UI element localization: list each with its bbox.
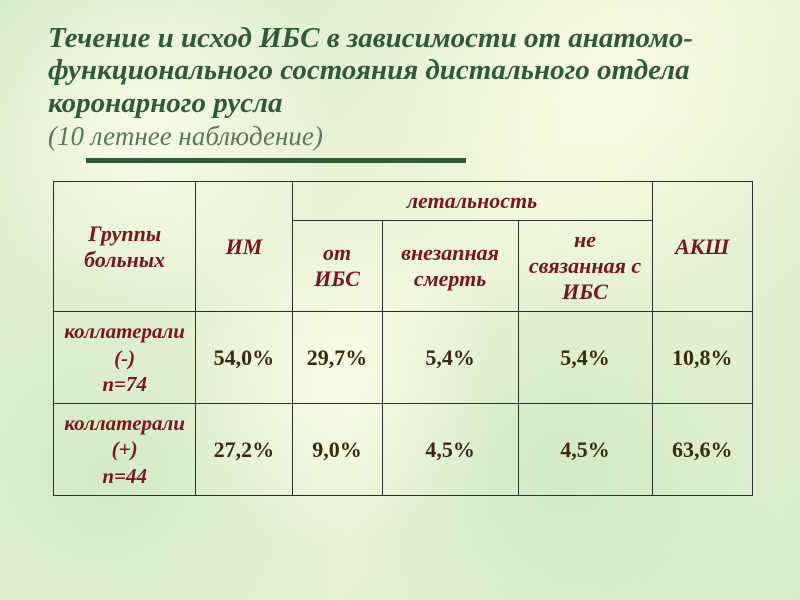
title-underline	[86, 158, 466, 163]
row-label-line: (-)	[114, 346, 135, 370]
cell-from-ibs: 9,0%	[292, 404, 382, 496]
title-main: Течение и исход ИБС в зависимости от ана…	[48, 22, 758, 119]
row-label-line: n=74	[102, 372, 147, 396]
title-subtitle: (10 летнее наблюдение)	[48, 121, 758, 152]
cell-unrelated: 4,5%	[518, 404, 652, 496]
row-label-line: (+)	[112, 437, 138, 461]
cell-sudden: 5,4%	[382, 312, 518, 404]
row-label-line: коллатерали	[64, 411, 185, 435]
header-im: ИМ	[196, 182, 292, 312]
header-unrelated: не связанная с ИБС	[518, 221, 652, 312]
title-block: Течение и исход ИБС в зависимости от ана…	[48, 22, 758, 163]
row-label: коллатерали (+) n=44	[54, 404, 196, 496]
cell-sudden: 4,5%	[382, 404, 518, 496]
table-row: коллатерали (-) n=74 54,0% 29,7% 5,4% 5,…	[54, 312, 753, 404]
cell-im: 27,2%	[196, 404, 292, 496]
outcome-table: Группы больных ИМ летальность АКШ от ИБС…	[53, 181, 753, 496]
header-aksh: АКШ	[652, 182, 752, 312]
slide: Течение и исход ИБС в зависимости от ана…	[0, 0, 800, 600]
header-groups: Группы больных	[54, 182, 196, 312]
cell-unrelated: 5,4%	[518, 312, 652, 404]
row-label: коллатерали (-) n=74	[54, 312, 196, 404]
cell-aksh: 10,8%	[652, 312, 752, 404]
header-sudden-death: внезапная смерть	[382, 221, 518, 312]
table-header-row: Группы больных ИМ летальность АКШ	[54, 182, 753, 221]
cell-from-ibs: 29,7%	[292, 312, 382, 404]
cell-aksh: 63,6%	[652, 404, 752, 496]
cell-im: 54,0%	[196, 312, 292, 404]
table-row: коллатерали (+) n=44 27,2% 9,0% 4,5% 4,5…	[54, 404, 753, 496]
header-from-ibs: от ИБС	[292, 221, 382, 312]
row-label-line: коллатерали	[64, 319, 185, 343]
header-mortality: летальность	[292, 182, 652, 221]
row-label-line: n=44	[102, 464, 147, 488]
